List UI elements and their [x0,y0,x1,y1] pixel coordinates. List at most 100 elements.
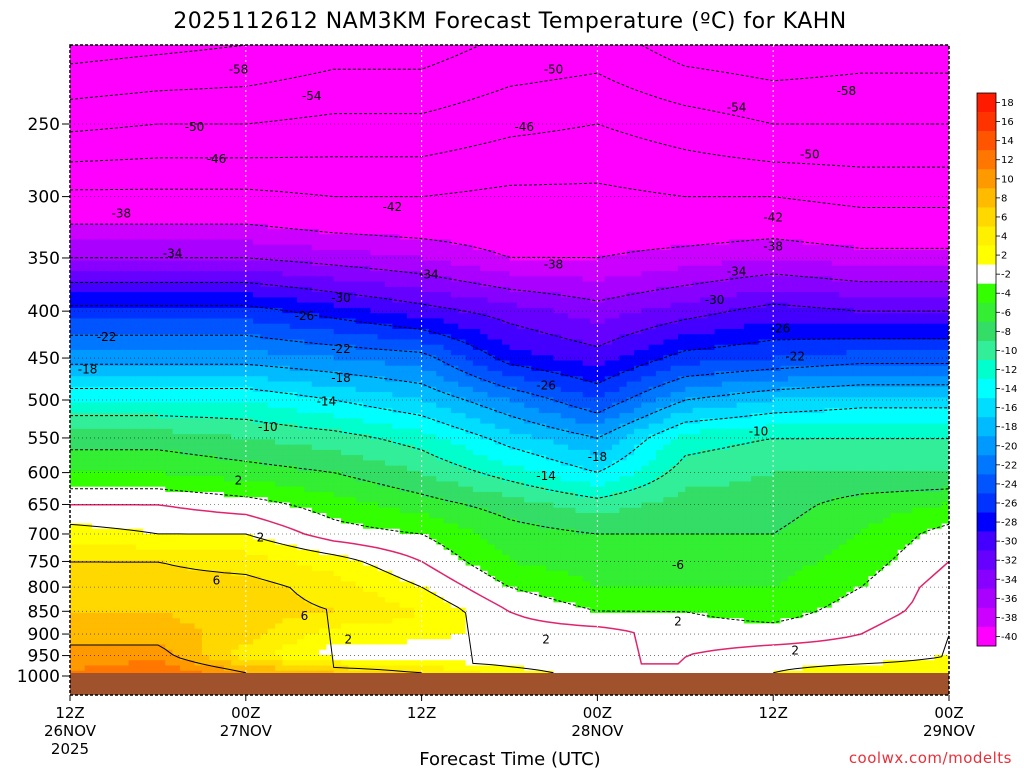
heat-cell [817,176,826,183]
heat-cell [128,250,137,256]
heat-cell [333,229,342,235]
heat-cell [201,113,210,120]
heat-cell [604,197,613,204]
heat-cell [853,155,862,162]
heat-cell [311,244,320,251]
heat-cell [421,81,430,88]
heat-cell [670,134,679,141]
heat-cell [135,171,144,178]
heat-cell [795,255,804,262]
heat-cell [912,76,921,83]
heat-cell [824,229,833,235]
heat-cell [406,171,415,178]
heat-cell [919,139,928,146]
heat-cell [128,202,137,209]
heat-cell [179,45,188,51]
heat-cell [846,171,855,178]
heat-cell [157,207,166,214]
heat-cell [714,50,723,57]
heat-cell [890,176,899,183]
heat-cell [260,229,269,235]
heat-cell [436,192,445,199]
heat-cell [714,202,723,209]
heat-cell [77,155,86,162]
heat-cell [516,134,525,141]
heat-cell [135,45,144,51]
heat-cell [707,118,716,125]
heat-cell [883,176,891,183]
heat-cell [70,223,78,230]
heat-cell [238,260,247,267]
heat-cell [128,102,137,109]
heat-cell [165,197,174,204]
heat-cell [77,113,86,120]
heat-cell [384,213,393,220]
heat-cell [392,81,401,88]
heat-cell [597,134,606,141]
heat-cell [787,213,796,220]
heat-cell [861,123,870,130]
heat-cell [157,97,166,104]
heat-cell [875,118,884,125]
heat-cell [853,76,862,83]
heat-cell [201,60,210,67]
heat-cell [626,213,635,220]
heat-cell [809,155,818,162]
heat-cell [289,129,298,135]
heat-cell [619,71,628,78]
heat-cell [714,123,723,130]
heat-cell [333,123,342,130]
heat-cell [428,207,437,214]
heat-cell [736,66,745,72]
heat-cell [861,118,870,125]
heat-cell [70,118,78,125]
heat-cell [897,81,906,88]
heat-cell [853,229,862,235]
heat-cell [84,202,93,209]
heat-cell [670,50,679,57]
heat-cell [912,181,921,188]
heat-cell [480,134,489,141]
heat-cell [802,66,811,72]
heat-cell [641,50,650,57]
heat-cell [282,192,291,199]
heat-cell [809,160,818,167]
heat-cell [546,223,555,230]
heat-cell [905,113,913,120]
heat-cell [267,181,276,188]
heat-cell [121,202,130,209]
heat-cell [817,192,826,199]
heat-cell [853,66,862,72]
heat-cell [201,181,210,188]
heat-cell [157,108,166,114]
heat-cell [341,50,349,57]
heat-cell [641,176,650,183]
heat-cell [780,171,789,178]
heat-cell [150,50,159,57]
heat-cell [121,176,130,183]
heat-cell [333,197,342,204]
heat-cell [494,229,503,235]
heat-cell [77,160,86,167]
heat-cell [824,155,833,162]
heat-cell [736,102,745,109]
heat-cell [721,234,730,241]
heat-cell [458,197,467,204]
heat-cell [663,229,672,235]
heat-cell [714,197,723,204]
heat-cell [326,260,335,267]
heat-cell [568,213,577,220]
heat-cell [670,176,679,183]
heat-cell [824,213,833,220]
heat-cell [370,239,379,246]
heat-cell [890,171,899,178]
heat-cell [326,45,335,51]
heat-cell [685,176,694,183]
heat-cell [685,150,694,157]
heat-cell [634,160,642,167]
heat-cell [113,207,122,214]
heat-cell [634,123,642,130]
heat-cell [729,234,738,241]
heat-cell [934,97,943,104]
heat-cell [414,60,423,67]
